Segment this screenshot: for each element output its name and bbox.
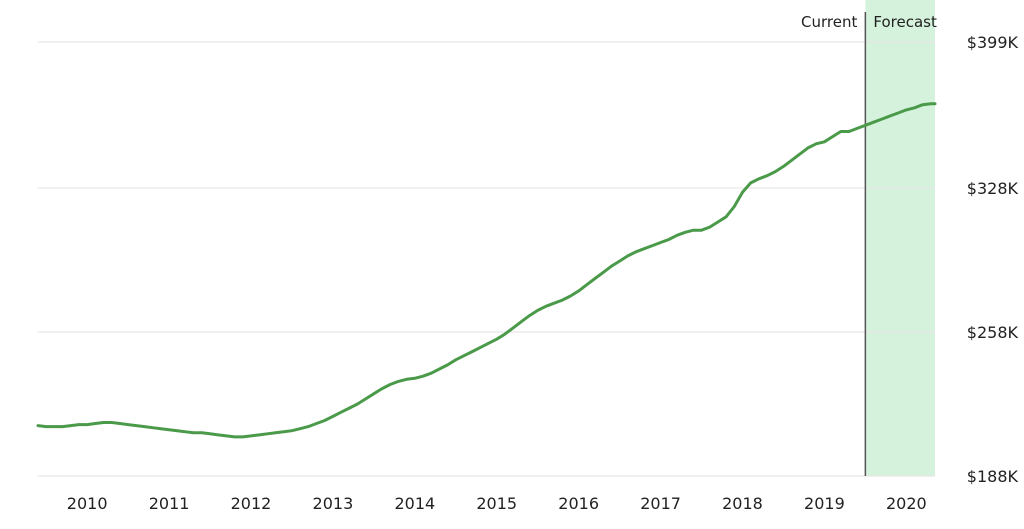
y-tick-label: $258K — [967, 323, 1019, 342]
x-axis-ticks: 2010 2011 2012 2013 2014 2015 2016 2017 2018 2019… — [67, 494, 927, 513]
price-series-line — [36, 102, 937, 439]
x-tick-label: 2017 — [640, 494, 681, 513]
x-tick-label: 2014 — [394, 494, 435, 513]
x-tick-label: 2012 — [231, 494, 272, 513]
x-tick-label: 2019 — [804, 494, 845, 513]
y-tick-label: $399K — [967, 33, 1019, 52]
x-tick-label: 2016 — [558, 494, 599, 513]
y-tick-label: $188K — [967, 467, 1019, 486]
x-tick-label: 2013 — [313, 494, 354, 513]
x-tick-label: 2015 — [476, 494, 517, 513]
x-tick-label: 2020 — [886, 494, 927, 513]
forecast-band — [865, 0, 935, 476]
grid-lines — [38, 41, 935, 477]
x-tick-label: 2018 — [722, 494, 763, 513]
x-tick-label: 2010 — [67, 494, 108, 513]
y-tick-label: $328K — [967, 179, 1019, 198]
x-tick-label: 2011 — [149, 494, 190, 513]
forecast-label: Forecast — [873, 13, 937, 31]
y-axis-ticks: $399K $328K $258K $188K — [967, 33, 1019, 486]
current-label: Current — [801, 13, 857, 31]
